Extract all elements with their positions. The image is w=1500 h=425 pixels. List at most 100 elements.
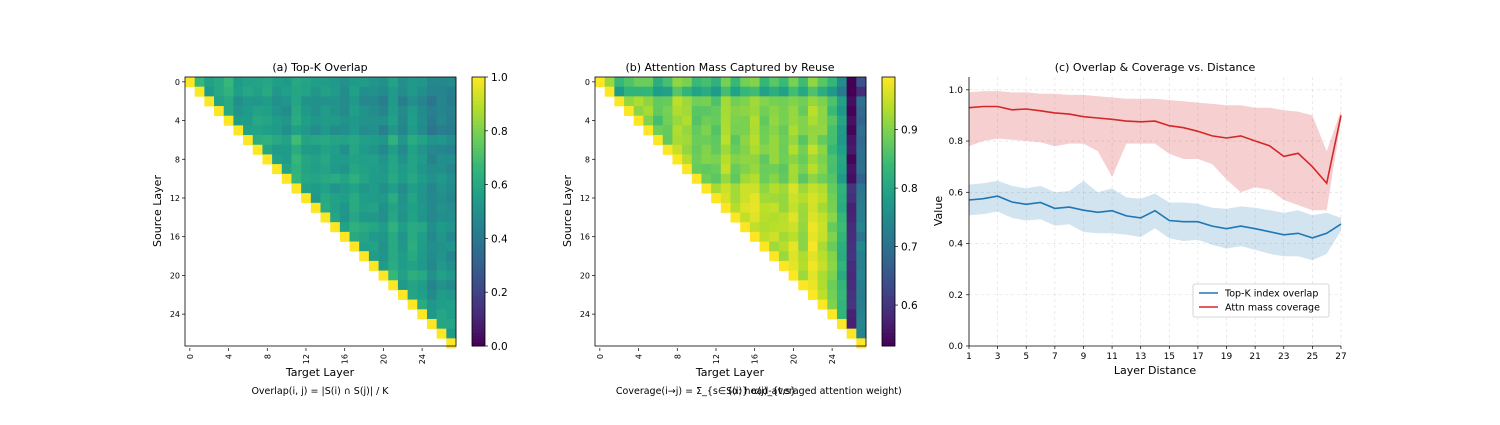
panel-b-cell	[749, 86, 760, 97]
panel-b-cell	[711, 154, 722, 165]
panel-b-cell	[798, 183, 809, 194]
panel-b-cell	[846, 328, 857, 339]
panel-a-cell	[272, 115, 283, 126]
panel-a-cell	[272, 77, 283, 88]
panel-a-cell	[339, 86, 350, 97]
panel-a-cell	[388, 260, 399, 271]
panel-b-cell	[662, 96, 673, 107]
panel-a-cell	[349, 86, 360, 97]
panel-b-colorbar-label: 0.6	[901, 300, 918, 312]
panel-a-cell	[349, 115, 360, 126]
panel-a-cell	[301, 86, 312, 97]
panel-b-cell	[778, 193, 789, 204]
panel-a-colorbar-segment	[472, 322, 485, 327]
panel-b-cell	[769, 251, 780, 262]
panel-a-colorbar-segment	[472, 208, 485, 212]
panel-b-cell	[759, 241, 770, 252]
panel-a-cell	[330, 125, 341, 136]
panel-b-colorbar-segment	[882, 255, 895, 259]
panel-a-cell	[426, 183, 437, 194]
panel-b-cell	[740, 164, 751, 175]
panel-a-cell	[407, 125, 418, 136]
panel-b-colorbar-segment	[882, 235, 895, 239]
panel-a-cell	[349, 241, 360, 252]
panel-b-cell	[740, 86, 751, 97]
panel-a-cell	[378, 183, 389, 194]
panel-c-xtick-label: 13	[1135, 352, 1146, 362]
panel-b-cell	[701, 135, 712, 146]
panel-b-cell	[769, 106, 780, 117]
panel-b-cell	[836, 260, 847, 271]
panel-b-cell	[720, 164, 731, 175]
panel-a-cell	[388, 202, 399, 213]
panel-a-colorbar-segment	[472, 312, 485, 317]
panel-b-cell	[856, 299, 867, 310]
panel-b-cell	[836, 183, 847, 194]
panel-b-cell	[798, 96, 809, 107]
panel-b-colorbar-segment	[882, 258, 895, 263]
panel-a-colorbar-segment	[472, 103, 485, 108]
panel-a-cell	[417, 193, 428, 204]
panel-b-cell	[711, 193, 722, 204]
panel-a-cell	[446, 144, 457, 155]
panel-b-colorbar-segment	[882, 309, 895, 313]
panel-a-cell	[436, 318, 447, 329]
panel-b-cell	[759, 96, 770, 107]
panel-b-colorbar-segment	[882, 147, 895, 152]
panel-b-ytick-label: 8	[585, 155, 590, 164]
panel-b-colorbar-segment	[882, 335, 895, 340]
panel-b-cell	[778, 154, 789, 165]
panel-a-cell	[291, 125, 302, 136]
panel-a-cell	[291, 106, 302, 117]
panel-a-cell	[378, 212, 389, 223]
panel-b-cell	[798, 202, 809, 213]
panel-a-cell	[397, 202, 408, 213]
panel-a-cell	[426, 231, 437, 242]
panel-b-cell	[769, 202, 780, 213]
panel-b-cell	[827, 299, 838, 310]
panel-c-xtick-label: 23	[1278, 352, 1289, 362]
panel-b-cell	[778, 260, 789, 271]
panel-a-cell	[310, 183, 321, 194]
panel-a-cell	[330, 144, 341, 155]
panel-a-ticks: 0 4 8 12 16 20 24 0 4 8 12 16 20 24	[170, 78, 427, 364]
panel-a-cell	[243, 86, 254, 97]
panel-b-cell	[730, 106, 741, 117]
panel-b-cell	[769, 193, 780, 204]
panel-a-colorbar-segment	[472, 221, 485, 226]
panel-b-cell	[749, 125, 760, 136]
panel-b-cell	[633, 106, 644, 117]
panel-b-cell	[749, 115, 760, 126]
panel-a-cell	[223, 96, 234, 107]
panel-b-cell	[769, 212, 780, 223]
panel-a-cell	[291, 86, 302, 97]
panel-a-colorbar-segment	[472, 235, 485, 239]
panel-a-cell	[339, 144, 350, 155]
panel-b-cell	[807, 164, 818, 175]
panel-a-colorbar-segment	[472, 339, 485, 344]
panel-b-colorbar-label: 0.8	[901, 183, 918, 195]
panel-b-cell	[730, 125, 741, 136]
panel-a-overlap-heatmap: (a) Top-K Overlap 0 4 8 12 16 20 24 0 4 8 12 16 20 24…	[151, 61, 508, 397]
panel-b-cell	[778, 96, 789, 107]
panel-a-cell	[446, 241, 457, 252]
panel-a-colorbar: 0.0 0.2 0.4 0.6 0.8 1.0	[471, 72, 508, 353]
panel-b-colorbar-segment	[882, 241, 895, 246]
panel-a-cell	[378, 193, 389, 204]
panel-b-cell	[836, 231, 847, 242]
panel-a-cell	[407, 270, 418, 281]
panel-b-colorbar-segment	[882, 201, 895, 206]
panel-b-cell	[807, 106, 818, 117]
panel-a-cell	[388, 144, 399, 155]
panel-b-cell	[827, 270, 838, 281]
panel-b-xtick-label: 8	[673, 354, 682, 359]
panel-b-ytick-label: 12	[580, 194, 590, 203]
panel-b-cell	[759, 115, 770, 126]
panel-a-cell	[368, 115, 379, 126]
panel-a-cell	[417, 241, 428, 252]
panel-b-cell	[682, 135, 693, 146]
panel-a-cell	[378, 106, 389, 117]
panel-a-ytick-label: 12	[170, 194, 180, 203]
panel-b-colorbar-segment	[882, 245, 895, 249]
panel-a-cell	[446, 135, 457, 146]
